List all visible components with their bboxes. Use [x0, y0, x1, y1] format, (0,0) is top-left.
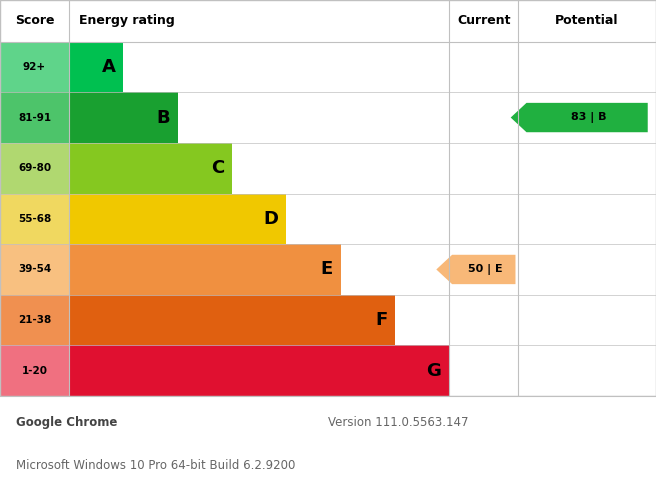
Text: D: D	[264, 210, 278, 228]
Bar	[0, 143, 69, 193]
Text: Current: Current	[457, 14, 510, 27]
Text: 1-20: 1-20	[22, 366, 47, 376]
Text: B: B	[156, 109, 170, 126]
Bar	[0, 345, 69, 396]
Text: 81-91: 81-91	[18, 113, 51, 123]
Text: C: C	[211, 159, 224, 177]
Bar	[0, 295, 69, 345]
Text: F: F	[375, 311, 387, 329]
Bar	[0, 244, 69, 295]
Text: Version 111.0.5563.147: Version 111.0.5563.147	[328, 416, 468, 430]
Text: Score: Score	[14, 14, 54, 27]
Text: 92+: 92+	[23, 62, 46, 72]
Polygon shape	[510, 103, 647, 132]
Text: Potential: Potential	[556, 14, 619, 27]
Text: Energy rating: Energy rating	[79, 14, 174, 27]
Bar	[69, 143, 232, 193]
Text: 21-38: 21-38	[18, 315, 51, 325]
Bar	[69, 193, 286, 244]
Bar	[0, 92, 69, 143]
Bar	[0, 193, 69, 244]
Text: 50 | E: 50 | E	[468, 264, 502, 275]
Bar	[0, 42, 69, 92]
Text: Google Chrome: Google Chrome	[16, 416, 118, 430]
Text: E: E	[321, 260, 333, 278]
Bar	[69, 92, 178, 143]
Text: 55-68: 55-68	[18, 214, 51, 224]
Text: 69-80: 69-80	[18, 163, 51, 173]
Text: A: A	[102, 58, 115, 76]
Bar	[69, 345, 449, 396]
Polygon shape	[436, 255, 516, 284]
Text: 39-54: 39-54	[18, 265, 51, 275]
Text: 83 | B: 83 | B	[571, 112, 606, 123]
Text: Microsoft Windows 10 Pro 64-bit Build 6.2.9200: Microsoft Windows 10 Pro 64-bit Build 6.…	[16, 459, 296, 472]
Bar	[69, 295, 395, 345]
Bar	[69, 244, 340, 295]
Bar	[69, 42, 123, 92]
Text: G: G	[426, 362, 441, 380]
